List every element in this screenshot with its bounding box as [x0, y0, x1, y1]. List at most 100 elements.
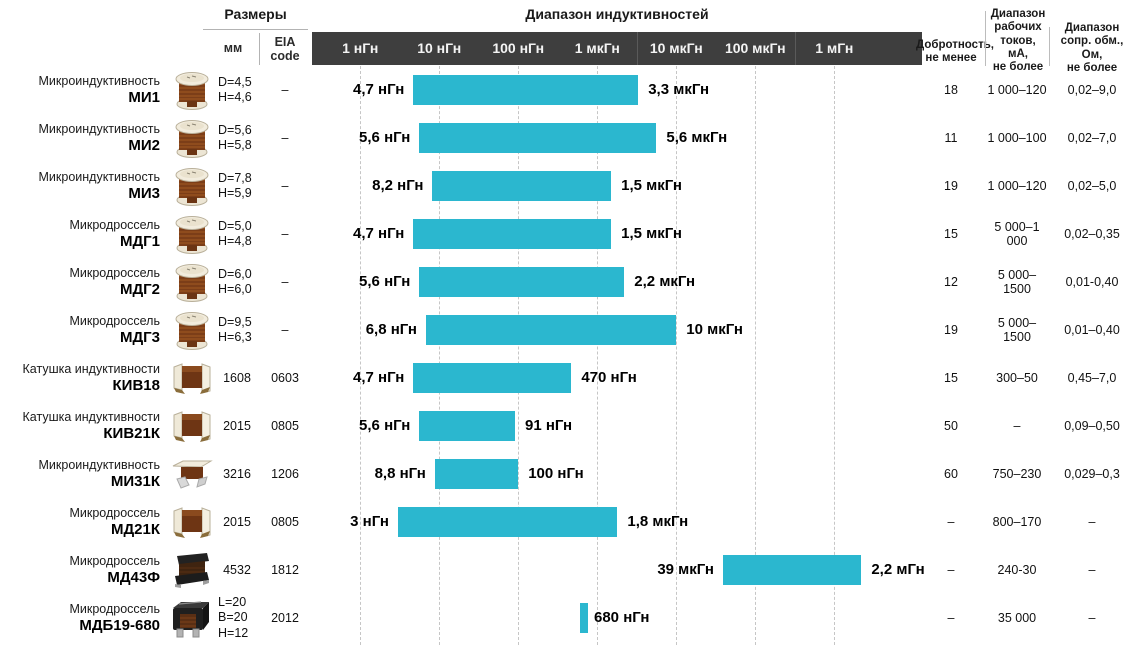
inductance-range-bar — [413, 75, 639, 105]
range-min-label: 8,2 нГн — [372, 177, 424, 194]
product-name: МИ1 — [128, 88, 160, 106]
mm-column-header: мм — [223, 41, 243, 55]
range-max-label: 680 нГн — [594, 609, 650, 626]
axis-segment-separator — [636, 32, 638, 65]
product-name: МДГ2 — [119, 280, 160, 298]
eia-code-value: – — [281, 83, 289, 97]
q-factor-value: 19 — [944, 179, 958, 193]
product-name: КИВ21К — [103, 424, 160, 442]
range-min-label: 4,7 нГн — [353, 225, 405, 242]
range-max-label: 1,5 мкГн — [621, 177, 682, 194]
product-image — [166, 210, 218, 258]
decade-gridline — [755, 66, 757, 645]
inductance-track: 39 мкГн 2,2 мГн — [312, 546, 925, 594]
q-factor-column-header: Добротность, не менее — [916, 39, 994, 65]
product-type: Катушка индуктивности — [22, 362, 160, 377]
q-factor-value: 11 — [944, 131, 958, 145]
product-type: Микроиндуктивность — [38, 74, 161, 89]
size-mm-value: 4532 — [223, 563, 251, 577]
table-row: Микроиндуктивность МИ31К 3216 1206 8,8 н… — [0, 450, 1140, 498]
axis-tick-label: 100 нГн — [492, 40, 545, 56]
resistance-range-value: – — [1088, 611, 1096, 625]
decade-gridline — [518, 66, 520, 645]
inductance-track: 4,7 нГн 470 нГн — [312, 354, 922, 402]
resistance-range-value: 0,01-0,40 — [1065, 275, 1119, 289]
inductance-track: 5,6 нГн 2,2 мкГн — [312, 258, 922, 306]
product-type: Микроиндуктивность — [38, 122, 161, 137]
inductance-range-bar — [419, 267, 625, 297]
product-type: Микродроссель — [69, 314, 160, 329]
product-image — [166, 450, 218, 498]
q-factor-value: 60 — [944, 467, 958, 481]
q-factor-value: 50 — [944, 419, 958, 433]
inductance-range-bar — [580, 603, 588, 633]
product-name: МИ31К — [110, 472, 160, 490]
inductance-range-bar — [419, 411, 515, 441]
column-separator — [985, 11, 986, 66]
table-row: Микродроссель МДГ3 D=9,5 H=6,3 – 6,8 нГн… — [0, 306, 1140, 354]
inductance-range-bar — [413, 363, 572, 393]
size-mm-value: D=5,6 H=5,8 — [218, 122, 252, 152]
resistance-range-value: 0,02–9,0 — [1067, 83, 1117, 97]
eia-code-value: 0805 — [271, 419, 299, 433]
eia-code-value: 1812 — [271, 563, 299, 577]
size-mm-value: L=20 B=20 H=12 — [218, 595, 249, 640]
current-range-value: 5 000–1500 — [997, 316, 1037, 344]
size-mm-value: D=4,5 H=4,6 — [218, 74, 252, 104]
product-type: Микродроссель — [69, 554, 160, 569]
product-name: МИ3 — [128, 184, 160, 202]
product-image — [166, 306, 218, 354]
q-factor-value: 15 — [944, 371, 958, 385]
eia-code-value: – — [281, 323, 289, 337]
decade-gridline — [439, 66, 441, 645]
eia-code-value: 2012 — [271, 611, 299, 625]
inductance-range-bar — [413, 219, 612, 249]
resistance-range-value: – — [1088, 563, 1096, 577]
range-min-label: 5,6 нГн — [359, 417, 411, 434]
eia-code-value: – — [281, 131, 289, 145]
table-row: Микроиндуктивность МИ3 D=7,8 H=5,9 – 8,2… — [0, 162, 1140, 210]
table-row: Микродроссель МДГ2 D=6,0 H=6,0 – 5,6 нГн… — [0, 258, 1140, 306]
current-column-header: Диапазон рабочих токов, мА, не более — [990, 8, 1046, 74]
axis-segment-separator — [794, 32, 796, 65]
product-name: МИ2 — [128, 136, 160, 154]
product-image — [166, 402, 218, 450]
axis-tick-label: 1 мкГн — [574, 40, 620, 56]
current-range-value: 800–170 — [992, 515, 1042, 529]
range-min-label: 3 нГн — [350, 513, 389, 530]
log-scale-axis-bar: 1 нГн 10 нГн 100 нГн 1 мкГн 10 мкГн 100 мкГн 1… — [312, 32, 922, 65]
product-type: Микродроссель — [69, 218, 160, 233]
q-factor-value: 12 — [944, 275, 958, 289]
inductance-track: 4,7 нГн 3,3 мкГн — [312, 66, 922, 114]
inductance-range-bar — [397, 507, 618, 537]
table-row: Микродроссель МДБ19-680 L=20 B=20 H=12 2… — [0, 594, 1140, 642]
table-row: Микроиндуктивность МИ2 D=5,6 H=5,8 – 5,6… — [0, 114, 1140, 162]
range-min-label: 4,7 нГн — [353, 369, 405, 386]
eia-code-value: – — [281, 179, 289, 193]
current-range-value: 1 000–120 — [987, 83, 1047, 97]
chart-title: Диапазон индуктивностей — [525, 6, 709, 22]
axis-tick-label: 1 нГн — [342, 40, 379, 56]
eia-code-value: 1206 — [271, 467, 299, 481]
product-name: МДГ3 — [119, 328, 160, 346]
eia-code-column-header: EIA code — [270, 35, 300, 64]
size-mm-value: 3216 — [223, 467, 251, 481]
inductance-range-bar — [425, 315, 677, 345]
resistance-range-value: 0,029–0,3 — [1064, 467, 1120, 481]
resistance-range-value: 0,02–5,0 — [1067, 179, 1117, 193]
range-max-label: 2,2 мГн — [871, 561, 925, 578]
product-image — [166, 114, 218, 162]
axis-tick-label: 10 нГн — [417, 40, 462, 56]
inductance-track: 6,8 нГн 10 мкГн — [312, 306, 922, 354]
decade-gridline — [676, 66, 678, 645]
current-range-value: 750–230 — [992, 467, 1042, 481]
product-type: Микроиндуктивность — [38, 170, 161, 185]
product-name: МДБ19-680 — [79, 616, 160, 634]
table-row: Микроиндуктивность МИ1 D=4,5 H=4,6 – 4,7… — [0, 66, 1140, 114]
range-min-label: 39 мкГн — [657, 561, 714, 578]
product-image — [166, 498, 218, 546]
axis-tick-label: 1 мГн — [815, 40, 854, 56]
range-max-label: 100 нГн — [528, 465, 584, 482]
inductance-range-bar — [434, 459, 519, 489]
